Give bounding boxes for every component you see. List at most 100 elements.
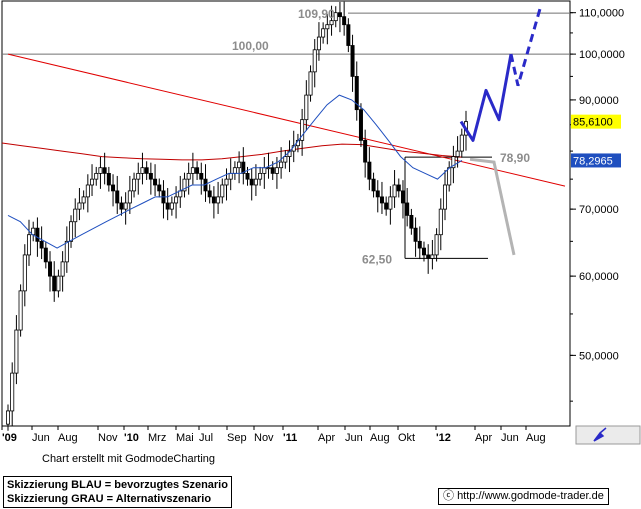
candle-body (350, 45, 355, 77)
candle-body (207, 190, 212, 198)
x-tick-label: '09 (2, 432, 17, 444)
candle-body (325, 24, 330, 30)
candle-body (266, 167, 271, 170)
candle-body (430, 254, 435, 259)
credit-text: Chart erstellt mit GodmodeCharting (42, 453, 216, 465)
candle-body (182, 178, 187, 192)
candle-body (178, 190, 183, 198)
candle-body (73, 208, 78, 223)
candle-body (148, 172, 153, 180)
candle-body (308, 71, 313, 96)
candle-body (413, 227, 418, 242)
candle-body (417, 240, 422, 249)
level-label: 109,90 (298, 7, 335, 21)
candle-body (270, 167, 275, 174)
candle-body (342, 16, 347, 26)
candle-body (106, 172, 111, 186)
candle-body (10, 372, 15, 412)
candle-body (371, 178, 376, 192)
candle-body (451, 156, 456, 169)
candle-body (22, 254, 27, 292)
candle-body (190, 167, 195, 174)
candle-body (85, 184, 90, 198)
candle-body (199, 172, 204, 180)
candle-body (258, 172, 263, 180)
candle-body (60, 261, 65, 277)
candle-body (262, 167, 267, 174)
candle-body (18, 290, 23, 331)
candle-body (174, 196, 179, 204)
candle-body (90, 178, 95, 186)
candle-body (69, 221, 74, 242)
x-tick-label: Jun (501, 432, 519, 444)
candle-body (337, 12, 342, 18)
ma-fast-line (7, 94, 463, 249)
level-labels: 109,90 100,00 78,90 62,50 (232, 7, 530, 266)
candle-body (6, 410, 11, 425)
candle-body (48, 261, 53, 277)
candle-body (119, 202, 124, 210)
candle-body (237, 161, 242, 169)
trendlines (7, 53, 566, 187)
legend-line-grey: Skizzierung GRAU = Alternativszenario (7, 493, 212, 505)
x-tick-label: '10 (124, 432, 139, 444)
candle-body (14, 329, 19, 374)
candle-body (434, 234, 439, 256)
scenario-blue-solid (459, 53, 513, 142)
candle-body (64, 240, 69, 263)
candle-body (102, 167, 107, 174)
x-tick-label: Sep (227, 432, 247, 444)
candle-body (157, 184, 162, 192)
draw-tool-button[interactable] (575, 425, 641, 445)
candle-body (232, 167, 237, 174)
candle-body (77, 202, 82, 210)
pencil-icon[interactable] (593, 427, 607, 442)
candle-body (396, 184, 401, 192)
horizontal-levels (2, 12, 570, 259)
candle-body (459, 134, 464, 152)
candle-body (27, 234, 32, 256)
candle-body (123, 202, 128, 210)
candle-body (304, 94, 309, 121)
candle-body (111, 184, 116, 192)
price-flag (571, 114, 621, 129)
scenario-sketches (459, 8, 542, 256)
level-label: 100,00 (232, 39, 269, 53)
candle-body (375, 190, 380, 198)
candle-body (354, 76, 359, 111)
candle-body (358, 109, 363, 141)
x-tick-label: Aug (58, 432, 78, 444)
x-tick-label: '12 (436, 432, 451, 444)
candle-body (132, 178, 137, 192)
legend-line-blue: Skizzierung BLAU = bevorzugtes Szenario (7, 479, 228, 491)
price-flag-label: 78,2965 (573, 155, 613, 167)
website-url[interactable]: http://www.godmode-trader.de (457, 490, 604, 502)
candle-body (421, 247, 426, 256)
trendline (7, 53, 566, 187)
y-tick-label: 110,0000 (579, 8, 624, 20)
candle-body (438, 208, 443, 236)
copyright-icon: ⓒ (443, 490, 454, 502)
candle-body (224, 178, 229, 186)
x-tick-label: Nov (254, 432, 274, 444)
x-tick-label: Mrz (148, 432, 166, 444)
candle-body (98, 167, 103, 174)
candle-body (333, 12, 338, 22)
x-tick-label: Jun (345, 432, 363, 444)
y-tick-label: 50,0000 (579, 350, 619, 362)
candle-body (136, 172, 141, 180)
candle-body (442, 184, 447, 210)
x-tick-label: Apr (318, 432, 335, 444)
x-tick-label: Aug (526, 432, 546, 444)
candle-body (144, 167, 149, 174)
candle-body (220, 184, 225, 198)
scenario-blue-dashed (509, 8, 542, 87)
candle-body (405, 202, 410, 216)
candle-body (409, 214, 414, 229)
candle-body (241, 161, 246, 174)
website-link[interactable]: ⓒ http://www.godmode-trader.de (438, 488, 609, 506)
x-tick-label: Okt (398, 432, 415, 444)
candle-body (94, 172, 99, 180)
candle-body (169, 202, 174, 210)
